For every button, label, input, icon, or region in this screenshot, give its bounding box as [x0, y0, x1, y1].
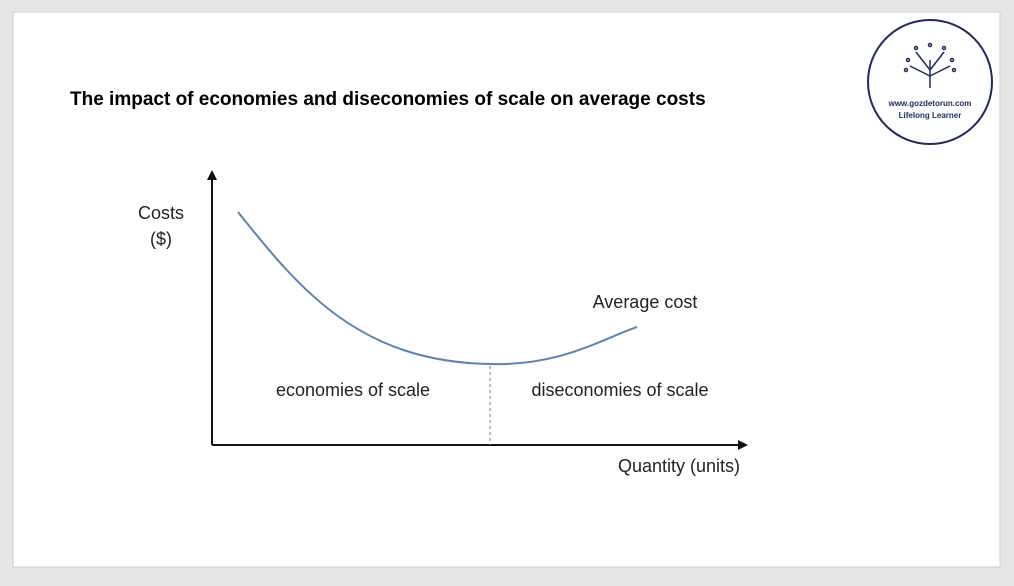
y-axis-unit: ($) — [150, 229, 172, 249]
x-axis-label: Quantity (units) — [618, 456, 740, 476]
logo-icon — [903, 42, 957, 88]
slide — [12, 11, 1001, 568]
average-cost-curve — [237, 211, 638, 366]
logo-tagline: Lifelong Learner — [899, 111, 962, 120]
region-label: diseconomies of scale — [531, 380, 708, 400]
logo: www.gozdetorun.com Lifelong Learner — [867, 19, 993, 145]
y-axis-label: Costs — [138, 203, 184, 223]
logo-url: www.gozdetorun.com — [888, 99, 972, 108]
curve-label: Average cost — [593, 292, 698, 312]
region-label: economies of scale — [276, 380, 430, 400]
title: The impact of economies and diseconomies… — [70, 89, 706, 110]
